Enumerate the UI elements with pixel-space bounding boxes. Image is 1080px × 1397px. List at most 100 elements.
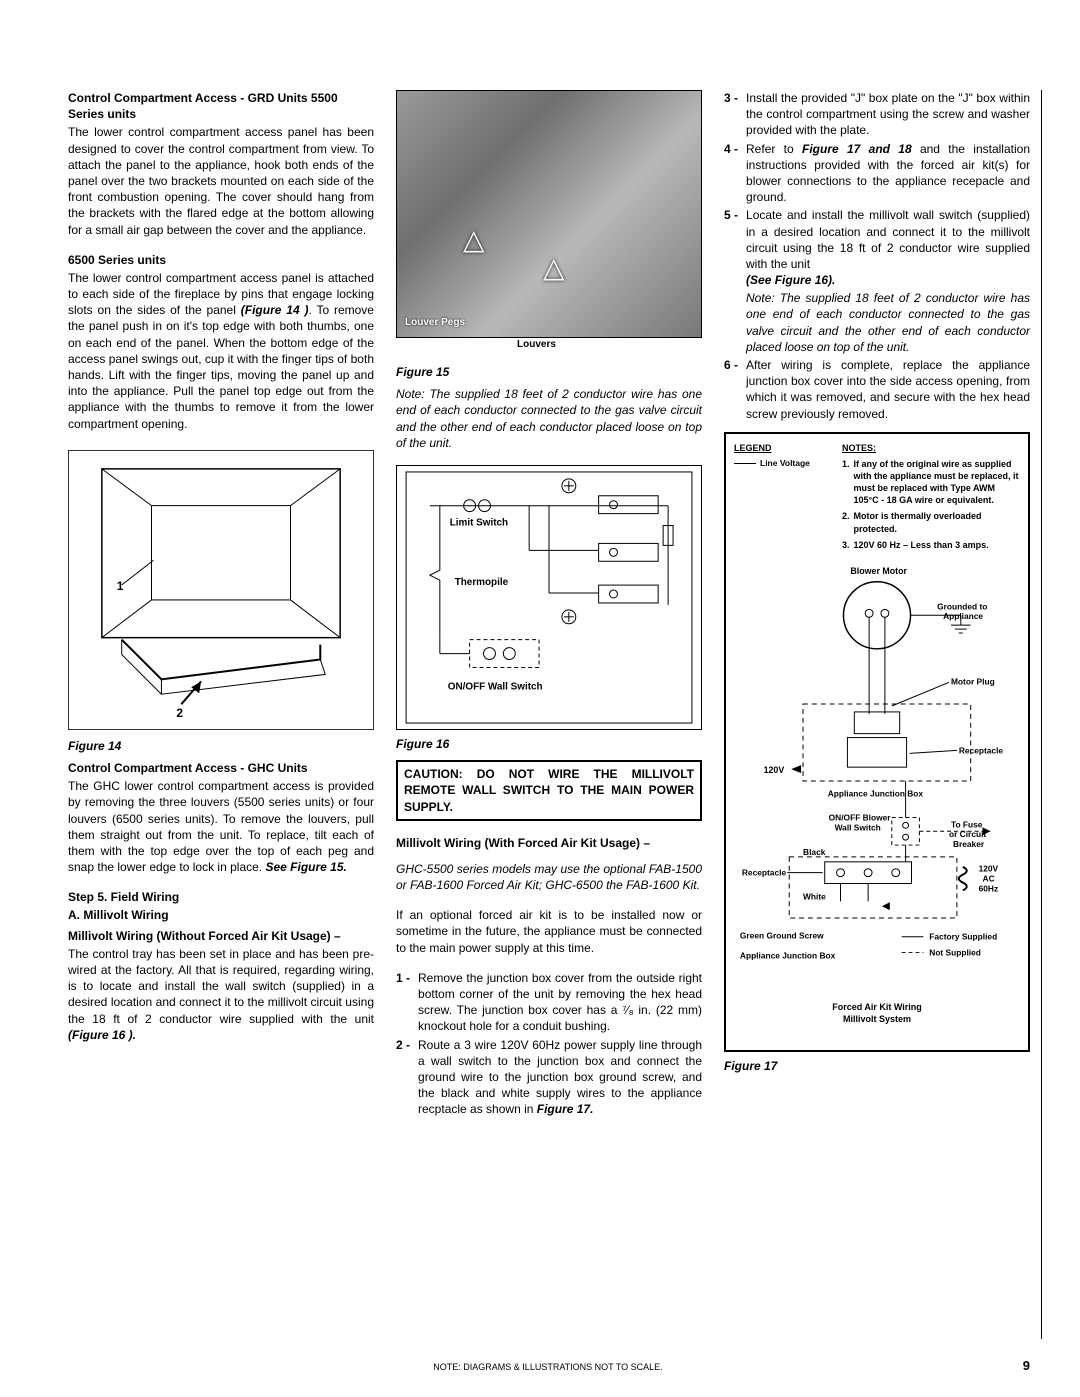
heading-mv-no-forced: Millivolt Wiring (Without Forced Air Kit… <box>68 928 374 944</box>
step-number: 4 - <box>724 141 738 206</box>
list-item: 1 - Remove the junction box cover from t… <box>396 970 702 1035</box>
list-item: 6 - After wiring is complete, replace th… <box>724 357 1030 422</box>
svg-text:AC: AC <box>983 873 995 883</box>
fig17-svg: Blower Motor Grounded to Appliance Motor… <box>734 563 1020 993</box>
ref-fig16-col3: (See Figure 16). <box>746 273 835 287</box>
para-6500: The lower control compartment access pan… <box>68 270 374 432</box>
figure-15-caption: Figure 15 <box>396 364 702 380</box>
steps-list-col3: 3 - Install the provided "J" box plate o… <box>724 90 1030 422</box>
step-number: 2 - <box>396 1037 410 1118</box>
figure-17-caption: Figure 17 <box>724 1058 1030 1074</box>
list-item: 5 - Locate and install the millivolt wal… <box>724 207 1030 355</box>
para-forced-air-required: If an optional forced air kit is to be i… <box>396 907 702 956</box>
svg-text:1: 1 <box>117 579 124 593</box>
list-item: 3 - Install the provided "J" box plate o… <box>724 90 1030 139</box>
svg-text:Breaker: Breaker <box>953 839 985 849</box>
heading-grd-5500: Control Compartment Access - GRD Units 5… <box>68 90 374 122</box>
svg-text:Receptacle: Receptacle <box>959 745 1004 755</box>
para-optional-fab: GHC-5500 series models may use the optio… <box>396 861 702 893</box>
page-number: 9 <box>1023 1357 1030 1375</box>
step-number: 1 - <box>396 970 410 1035</box>
svg-text:2: 2 <box>176 706 183 720</box>
svg-text:120V: 120V <box>979 864 999 874</box>
legend-left: LEGEND Line Voltage <box>734 442 812 555</box>
label-louver-pegs: Louver Pegs <box>405 316 465 330</box>
note-item: 2.Motor is thermally overloaded protecte… <box>842 510 1020 534</box>
svg-text:Not Supplied: Not Supplied <box>929 947 981 957</box>
svg-text:Appliance: Appliance <box>943 611 983 621</box>
legend-right: NOTES: 1.If any of the original wire as … <box>842 442 1020 555</box>
step-text: Remove the junction box cover from the o… <box>418 970 702 1035</box>
figure-16-caption: Figure 16 <box>396 736 702 752</box>
ref-fig14: (Figure 14 ) <box>241 303 309 317</box>
notes-list: 1.If any of the original wire as supplie… <box>842 458 1020 551</box>
notes-title: NOTES: <box>842 442 1020 454</box>
svg-text:ON/OFF Wall Switch: ON/OFF Wall Switch <box>448 681 543 692</box>
step-number: 5 - <box>724 207 738 355</box>
arrow-icon: △ <box>463 221 485 259</box>
svg-text:Grounded to: Grounded to <box>937 601 987 611</box>
step-text: After wiring is complete, replace the ap… <box>746 357 1030 422</box>
svg-text:Blower Motor: Blower Motor <box>850 566 907 576</box>
para-grd-5500: The lower control compartment access pan… <box>68 124 374 237</box>
svg-text:120V: 120V <box>764 765 785 775</box>
legend-line-voltage: Line Voltage <box>734 458 812 469</box>
svg-text:Black: Black <box>803 847 826 857</box>
heading-mv-forced: Millivolt Wiring (With Forced Air Kit Us… <box>396 835 702 851</box>
step-text: Route a 3 wire 120V 60Hz power supply li… <box>418 1037 702 1118</box>
svg-text:Appliance Junction Box: Appliance Junction Box <box>740 950 836 960</box>
figure-17-diagram: LEGEND Line Voltage NOTES: 1.If any of t… <box>724 432 1030 1052</box>
steps-list-col2: 1 - Remove the junction box cover from t… <box>396 970 702 1118</box>
fig16-svg: Limit Switch Thermopile ON/OFF Wall Swit… <box>397 466 701 729</box>
step-text: Refer to Figure 17 and 18 and the instal… <box>746 141 1030 206</box>
fig14-svg: 1 2 <box>69 451 373 729</box>
fak-title: Forced Air Kit Wiring Millivolt System <box>734 1001 1020 1025</box>
note-item: 3.120V 60 Hz – Less than 3 amps. <box>842 539 1020 551</box>
vertical-rule <box>1041 90 1042 1339</box>
note-supplied-wire: Note: The supplied 18 feet of 2 conducto… <box>746 290 1030 355</box>
column-2: △ △ Louver Pegs Louvers Figure 15 Note: … <box>396 90 702 1128</box>
text: The control tray has been set in place a… <box>68 947 374 1026</box>
list-item: 4 - Refer to Figure 17 and 18 and the in… <box>724 141 1030 206</box>
step-text: Locate and install the millivolt wall sw… <box>746 207 1030 355</box>
step-number: 3 - <box>724 90 738 139</box>
para-ghc: The GHC lower control compartment access… <box>68 778 374 875</box>
arrow-icon: △ <box>543 249 565 287</box>
svg-text:Wall Switch: Wall Switch <box>835 822 881 832</box>
svg-text:Factory Supplied: Factory Supplied <box>929 932 997 942</box>
label-louvers: Louvers <box>517 338 556 352</box>
text: . To remove the panel push in on it's to… <box>68 303 374 430</box>
heading-6500: 6500 Series units <box>68 252 374 268</box>
ref-fig17-18: Figure 17 and 18 <box>802 142 912 156</box>
svg-text:60Hz: 60Hz <box>979 883 999 893</box>
heading-step5: Step 5. Field Wiring <box>68 889 374 905</box>
legend-title: LEGEND <box>734 442 812 454</box>
para-mv-no-forced: The control tray has been set in place a… <box>68 946 374 1043</box>
ref-fig16: (Figure 16 ). <box>68 1028 136 1042</box>
svg-text:or Circuit: or Circuit <box>949 829 986 839</box>
figure-14-caption: Figure 14 <box>68 738 374 754</box>
heading-ghc: Control Compartment Access - GHC Units <box>68 760 374 776</box>
svg-text:Limit Switch: Limit Switch <box>450 517 508 528</box>
legend-row: LEGEND Line Voltage NOTES: 1.If any of t… <box>734 442 1020 555</box>
footer-note: NOTE: DIAGRAMS & ILLUSTRATIONS NOT TO SC… <box>68 1361 1028 1373</box>
figure-14-diagram: 1 2 <box>68 450 374 730</box>
svg-text:Motor Plug: Motor Plug <box>951 676 995 686</box>
svg-text:Receptacle: Receptacle <box>742 868 787 878</box>
svg-text:White: White <box>803 891 826 901</box>
svg-text:Appliance Junction Box: Appliance Junction Box <box>828 789 924 799</box>
note-fig15: Note: The supplied 18 feet of 2 conducto… <box>396 386 702 451</box>
figure-15-photo: △ △ Louver Pegs Louvers <box>396 90 702 338</box>
svg-text:To Fuse: To Fuse <box>951 819 983 829</box>
step-number: 6 - <box>724 357 738 422</box>
ref-fig17: Figure 17. <box>537 1102 594 1116</box>
column-1: Control Compartment Access - GRD Units 5… <box>68 90 374 1128</box>
svg-text:Thermopile: Thermopile <box>455 577 509 588</box>
svg-text:Green Ground Screw: Green Ground Screw <box>740 931 824 941</box>
svg-text:ON/OFF Blower: ON/OFF Blower <box>829 812 892 822</box>
caution-box: CAUTION: DO NOT WIRE THE MILLIVOLT REMOT… <box>396 760 702 821</box>
ref-fig15: See Figure 15. <box>265 860 346 874</box>
column-3: 3 - Install the provided "J" box plate o… <box>724 90 1030 1128</box>
heading-millivolt: A. Millivolt Wiring <box>68 907 374 923</box>
list-item: 2 - Route a 3 wire 120V 60Hz power suppl… <box>396 1037 702 1118</box>
